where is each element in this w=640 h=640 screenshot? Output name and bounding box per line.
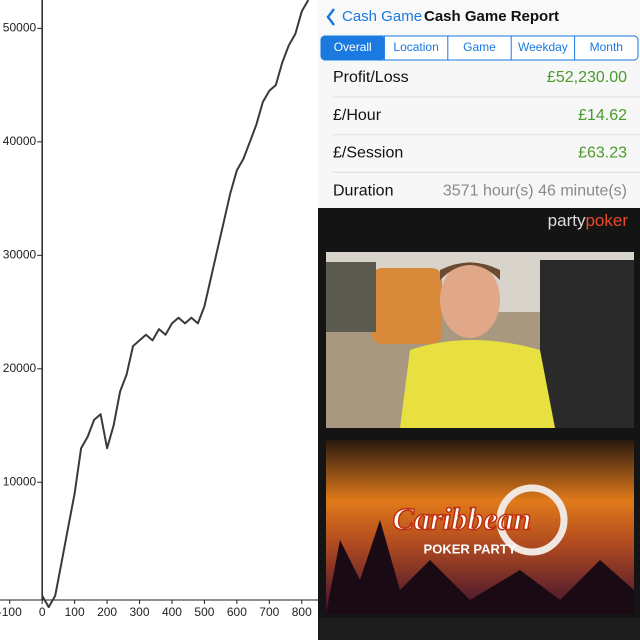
tab[interactable]: Location bbox=[393, 40, 438, 54]
row-value: £52,230.00 bbox=[547, 69, 627, 86]
x-tick-label: 600 bbox=[227, 605, 247, 619]
tab-selected-bg bbox=[321, 36, 385, 60]
chart-bg bbox=[0, 0, 318, 640]
row-label: £/Session bbox=[333, 145, 403, 162]
x-tick-label: 0 bbox=[39, 605, 46, 619]
nav-bar bbox=[318, 0, 640, 34]
row-value: £63.23 bbox=[578, 145, 627, 162]
nav-title: Cash Game Report bbox=[424, 8, 559, 25]
back-button[interactable]: Cash Game bbox=[342, 8, 422, 25]
app-panel bbox=[318, 0, 640, 208]
x-tick-label: 100 bbox=[65, 605, 85, 619]
y-tick-label: 10000 bbox=[3, 474, 37, 488]
row-value: 3571 hour(s) 46 minute(s) bbox=[443, 182, 627, 199]
stream-footer bbox=[318, 618, 640, 640]
y-tick-label: 30000 bbox=[3, 247, 37, 261]
x-tick-label: 500 bbox=[194, 605, 214, 619]
banner-title: Caribbean bbox=[393, 500, 532, 536]
row-label: Duration bbox=[333, 182, 393, 199]
tab[interactable]: Month bbox=[590, 40, 623, 54]
tab[interactable]: Overall bbox=[334, 40, 372, 54]
row-label: £/Hour bbox=[333, 107, 382, 124]
stats-list: Profit/Loss £52,230.00 £/Hour £14.62 £/Sessi… bbox=[333, 69, 640, 199]
tab[interactable]: Weekday bbox=[518, 40, 568, 54]
banner-subtitle: POKER PARTY bbox=[424, 541, 517, 556]
y-tick-label: 50000 bbox=[3, 21, 37, 35]
row-value: £14.62 bbox=[578, 107, 627, 124]
chart: 10000 20000 30000 40000 50000 -100 0 100 200 300 4… bbox=[0, 0, 318, 619]
x-tick-label: 400 bbox=[162, 605, 182, 619]
x-tick-label: 300 bbox=[130, 605, 150, 619]
row-label: Profit/Loss bbox=[333, 69, 409, 86]
x-tick-label: 200 bbox=[97, 605, 117, 619]
x-tick-label: 700 bbox=[259, 605, 279, 619]
brand-a: party bbox=[548, 211, 586, 230]
tab[interactable]: Game bbox=[463, 40, 496, 54]
x-tick-label: 800 bbox=[292, 605, 312, 619]
webcam bbox=[326, 252, 634, 428]
x-tick-label: -100 bbox=[0, 605, 22, 619]
segmented-control: Overall Location Game Weekday Month bbox=[320, 35, 639, 61]
y-tick-label: 20000 bbox=[3, 361, 37, 375]
back-chevron[interactable] bbox=[326, 8, 335, 26]
brand-logo: partypoker bbox=[548, 211, 629, 230]
banner: Caribbean POKER PARTY bbox=[326, 440, 634, 614]
y-tick-label: 40000 bbox=[3, 134, 37, 148]
profit-line bbox=[41, 0, 310, 609]
brand-b: poker bbox=[585, 211, 628, 230]
